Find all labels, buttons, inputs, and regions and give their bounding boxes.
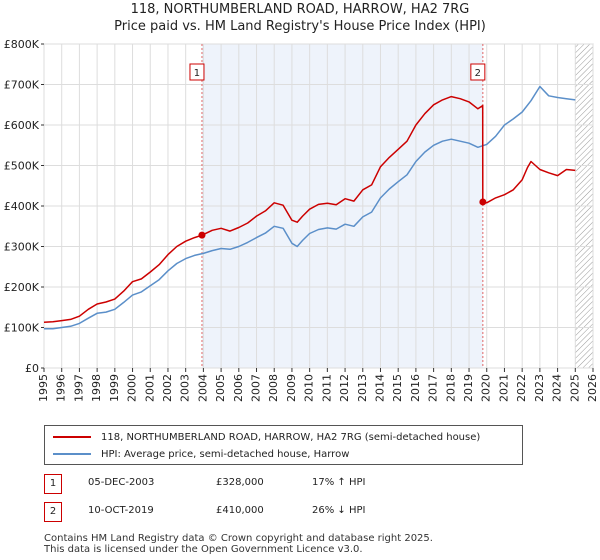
x-tick-label: 2005 xyxy=(214,374,227,402)
sale-1-label-box xyxy=(189,63,205,81)
x-axis-ticks: 1995 1996 1997 1998 1999 2000 2001 2002 2003 2004… xyxy=(37,368,599,402)
x-tick-label: 2000 xyxy=(126,374,139,402)
transaction-date: 10-OCT-2019 xyxy=(88,505,154,516)
transaction-price: £410,000 xyxy=(216,505,264,516)
footer-copyright: Contains HM Land Registry data © Crown c… xyxy=(44,533,433,544)
legend-label-hpi: HPI: Average price, semi-detached house,… xyxy=(101,448,350,460)
sale-points xyxy=(198,198,487,239)
legend-label-property: 118, NORTHUMBERLAND ROAD, HARROW, HA2 7R… xyxy=(101,431,481,443)
transaction-hpi: 17% ↑ HPI xyxy=(312,477,366,488)
legend-swatch-hpi xyxy=(53,453,91,455)
x-tick-label: 1996 xyxy=(55,374,68,402)
legend-item-hpi: HPI: Average price, semi-detached house,… xyxy=(53,446,349,462)
x-tick-label: 2013 xyxy=(356,374,369,402)
x-tick-label: 2017 xyxy=(427,374,440,402)
sale-1-label: 1 xyxy=(194,68,200,79)
x-tick-label: 2021 xyxy=(497,374,510,402)
sale-2-label-box xyxy=(470,63,486,81)
x-tick-label: 2010 xyxy=(303,374,316,402)
y-tick-label: £400K xyxy=(4,200,40,213)
sale-1-point xyxy=(198,231,206,239)
chart-title: 118, NORTHUMBERLAND ROAD, HARROW, HA2 7R… xyxy=(130,2,470,17)
sale-2-point xyxy=(479,198,487,206)
x-tick-label: 2018 xyxy=(444,374,457,402)
x-tick-label: 2023 xyxy=(533,374,546,402)
y-axis-ticks: £0 £100K £200K £300K £400K £500K £600K £700K £80… xyxy=(4,38,44,375)
hpi-series-line xyxy=(44,85,576,330)
sale-marker-lines xyxy=(201,44,484,368)
x-tick-label: 1998 xyxy=(90,374,103,402)
x-tick-label: 2009 xyxy=(285,374,298,402)
x-tick-label: 2019 xyxy=(462,374,475,402)
x-tick-label: 2004 xyxy=(196,374,209,402)
gridlines xyxy=(43,43,594,369)
property-series-line xyxy=(43,95,576,323)
x-tick-label: 2014 xyxy=(373,374,386,402)
x-tick-label: 1995 xyxy=(37,374,50,402)
y-tick-label: £800K xyxy=(4,38,40,51)
legend-swatch-property xyxy=(53,436,91,438)
x-tick-label: 2026 xyxy=(586,374,599,402)
x-tick-label: 2020 xyxy=(480,374,493,402)
x-tick-label: 2001 xyxy=(143,374,156,402)
series-lines xyxy=(43,85,576,330)
x-tick-label: 1999 xyxy=(108,374,121,402)
price-chart: £0 £100K £200K £300K £400K £500K £600K £700K £80… xyxy=(4,38,599,402)
legend-item-property: 118, NORTHUMBERLAND ROAD, HARROW, HA2 7R… xyxy=(53,429,480,445)
x-tick-label: 2022 xyxy=(515,374,528,402)
x-tick-label: 2024 xyxy=(551,374,564,402)
y-tick-label: £300K xyxy=(4,241,40,254)
transaction-number: 2 xyxy=(44,502,62,522)
x-tick-label: 2007 xyxy=(250,374,263,402)
transaction-hpi: 26% ↓ HPI xyxy=(312,505,366,516)
x-tick-label: 2008 xyxy=(267,374,280,402)
y-tick-label: £100K xyxy=(4,322,40,335)
y-tick-label: £200K xyxy=(4,281,40,294)
sale-2-label: 2 xyxy=(475,68,481,79)
x-tick-label: 2025 xyxy=(568,374,581,402)
transaction-number: 1 xyxy=(44,474,62,494)
y-tick-label: £700K xyxy=(4,79,40,92)
x-tick-label: 2011 xyxy=(320,374,333,402)
chart-subtitle: Price paid vs. HM Land Registry's House … xyxy=(114,19,486,34)
x-tick-label: 2002 xyxy=(161,374,174,402)
x-tick-label: 2016 xyxy=(409,374,422,402)
transaction-price: £328,000 xyxy=(216,477,264,488)
y-tick-label: £600K xyxy=(4,119,40,132)
x-tick-label: 2012 xyxy=(338,374,351,402)
y-tick-label: £0 xyxy=(25,362,39,375)
footer-license: This data is licensed under the Open Gov… xyxy=(44,544,363,555)
x-tick-label: 2006 xyxy=(232,374,245,402)
x-tick-label: 2003 xyxy=(179,374,192,402)
x-tick-label: 2015 xyxy=(391,374,404,402)
x-tick-label: 1997 xyxy=(72,374,85,402)
legend: 118, NORTHUMBERLAND ROAD, HARROW, HA2 7R… xyxy=(44,425,523,465)
y-tick-label: £500K xyxy=(4,160,40,173)
transaction-date: 05-DEC-2003 xyxy=(88,477,155,488)
